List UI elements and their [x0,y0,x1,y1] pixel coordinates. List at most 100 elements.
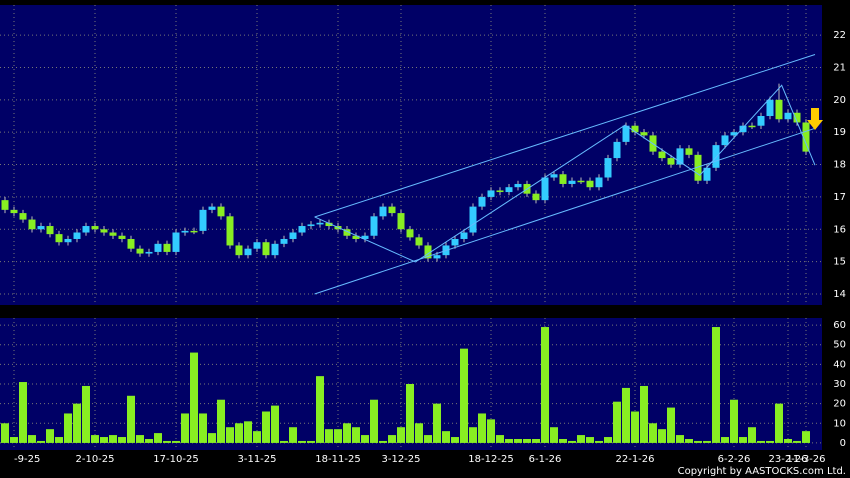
candle-body [352,235,360,239]
candle-body [730,132,738,136]
x-tick-label: 2-10-25 [75,454,114,465]
candle-body [226,216,234,246]
y-tick-label: 15 [833,257,846,268]
candle-body [631,125,639,133]
candle-body [46,226,54,235]
candle-body [748,125,756,128]
candle-body [307,224,315,227]
candle-body [37,226,45,230]
volume-bar [505,439,513,443]
volume-bar [559,439,567,443]
volume-bar [595,440,603,443]
candle-body [235,245,243,256]
candle-body [316,222,324,225]
volume-bar [289,427,297,443]
candle-body [208,206,216,210]
volume-bar [307,440,315,443]
volume-bar [1,423,9,443]
x-tick-label: 3-11-25 [237,454,276,465]
x-tick-label: 6-1-26 [529,454,562,465]
candle-body [244,248,252,256]
volume-bar [784,439,792,443]
candle-body [505,187,513,193]
candle-body [775,99,783,120]
volume-bar [334,429,342,443]
y-tick-label: 14 [833,289,846,300]
candle-body [802,122,810,152]
volume-bar [370,399,378,443]
y-tick-label: 16 [833,224,846,235]
volume-bar [244,421,252,443]
volume-bar [802,431,810,443]
volume-bar [406,384,414,443]
volume-bar [172,440,180,443]
candle-body [712,145,720,168]
candle-body [280,238,288,244]
volume-bar [55,437,63,443]
volume-bar [343,423,351,443]
candle-body [199,209,207,231]
volume-bar [361,435,369,443]
candle-body [127,238,135,249]
candle-body [379,206,387,217]
candle-body [361,235,369,239]
volume-bar [460,348,468,443]
candle-body [694,154,702,181]
candle-body [568,180,576,184]
volume-bar [352,427,360,443]
candle-body [325,222,333,227]
volume-bar [298,440,306,443]
candle-body [406,229,414,238]
candle-body [640,132,648,136]
candle-body [262,242,270,256]
volume-bar [154,433,162,443]
candle-body [91,226,99,230]
candle-body [559,174,567,184]
candle-body [667,158,675,165]
volume-bar [397,427,405,443]
volume-bar [199,413,207,443]
volume-bar [379,440,387,443]
candle-body [577,180,585,183]
y-tick-label: 60 [833,320,846,331]
candle-body [19,213,27,220]
volume-bar [253,431,261,443]
candle-body [496,190,504,193]
y-tick-label: 30 [833,379,846,390]
trend-line [314,54,816,218]
volume-bar [442,431,450,443]
y-tick-label: 19 [833,127,846,138]
candle-body [703,167,711,181]
volume-bar [793,440,801,443]
y-tick-label: 20 [833,95,846,106]
candle-body [10,209,18,214]
candle-body [82,226,90,233]
candle-body [154,243,162,252]
volume-bar [316,376,324,443]
candle-body [424,245,432,259]
volume-bar [100,437,108,443]
volume-bar [712,327,720,443]
x-tick-label: 18-12-25 [468,454,513,465]
volume-bar [325,429,333,443]
y-tick-label: 18 [833,160,846,171]
y-tick-label: 21 [833,62,846,73]
candle-body [514,183,522,188]
candle-body [217,206,225,217]
copyright: Copyright by AASTOCKS.com Ltd. [678,466,846,477]
candle-body [658,151,666,159]
x-tick-label: 3-12-25 [381,454,420,465]
volume-bar [640,385,648,443]
y-tick-label: 22 [833,30,846,41]
x-tick-label: 18-11-25 [315,454,360,465]
volume-bar [217,399,225,443]
volume-bar [163,440,171,443]
volume-bar [478,413,486,443]
candle-body [163,243,171,252]
volume-bar [676,435,684,443]
volume-bar [568,440,576,443]
volume-bar [703,440,711,443]
candle-body [1,200,9,210]
volume-bar [721,437,729,443]
